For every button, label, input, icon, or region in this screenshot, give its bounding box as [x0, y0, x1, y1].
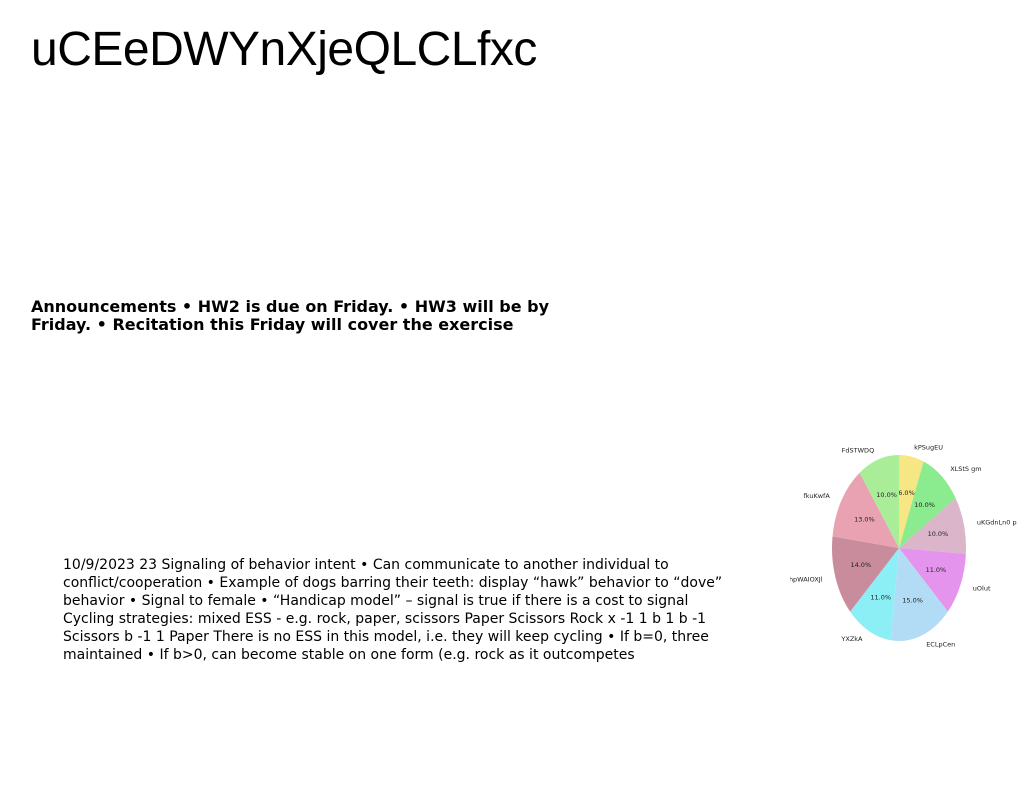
pie-chart: 6.0% kPSugEU 10.0% XLStS gm 10.0% uKGdnLn0 p 1… — [790, 444, 1017, 649]
pie-percent-label: 10.0% — [914, 501, 935, 509]
pie-slice — [899, 498, 967, 554]
pie-percent-label: 13.0% — [854, 516, 875, 524]
pie-slice-label: XLStS gm — [950, 465, 981, 473]
pie-slice-label: hpWAIOXJl — [790, 576, 823, 584]
pie-percent-label: 11.0% — [926, 566, 947, 574]
lecture-notes-text: 10/9/2023 23 Signaling of behavior inten… — [63, 557, 723, 663]
pie-slice-label: YXZkA — [840, 635, 863, 643]
pie-slice — [832, 536, 899, 612]
pie-percent-label: 10.0% — [876, 491, 897, 499]
pie-slice — [890, 548, 948, 642]
pie-slice-label: ECLpCen — [926, 640, 955, 648]
pie-slice — [899, 455, 924, 548]
pie-slice — [850, 548, 899, 641]
pie-percent-label: 14.0% — [850, 561, 871, 569]
pie-percent-label: 10.0% — [928, 530, 949, 538]
pie-slice-label: uOlut — [973, 585, 991, 593]
pie-percent-label: 15.0% — [902, 597, 923, 605]
pie-slice-label: fkuKwfA — [804, 492, 831, 500]
pie-slice — [832, 472, 899, 548]
pie-slice — [899, 461, 956, 548]
pie-slice — [899, 548, 966, 612]
pie-percent-label: 11.0% — [870, 594, 891, 602]
pie-slice-label: kPSugEU — [914, 444, 943, 452]
announcements-text: Announcements • HW2 is due on Friday. • … — [31, 297, 550, 334]
pie-slice — [859, 455, 899, 548]
page-title: uCEeDWYnXjeQLCLfxc — [31, 23, 537, 76]
pie-slice-label: FdSTWDQ — [842, 447, 875, 455]
pie-slice-label: uKGdnLn0 p — [977, 519, 1017, 527]
pie-percent-label: 6.0% — [898, 489, 915, 497]
